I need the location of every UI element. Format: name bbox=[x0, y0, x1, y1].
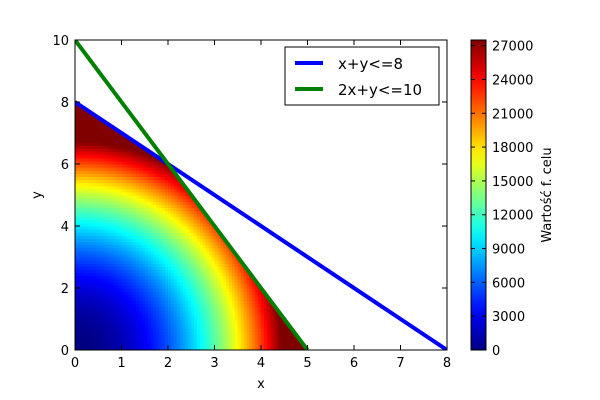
colorbar-gradient bbox=[470, 39, 487, 351]
feasible-region-heatmap bbox=[75, 102, 308, 350]
y-tick-label: 10 bbox=[52, 34, 69, 49]
legend-label-series-0: x+y<=8 bbox=[338, 55, 403, 73]
legend: x+y<=8 2x+y<=10 bbox=[284, 46, 440, 106]
colorbar-tick-label: 18000 bbox=[492, 141, 533, 156]
colorbar-label: Wartość f. celu bbox=[540, 147, 555, 242]
x-axis-label: x bbox=[257, 377, 265, 392]
y-tick-label: 2 bbox=[61, 282, 69, 297]
x-tick-label: 1 bbox=[117, 356, 125, 371]
legend-label-series-1: 2x+y<=10 bbox=[338, 81, 422, 99]
colorbar-tick-label: 21000 bbox=[492, 107, 533, 122]
x-tick-label: 7 bbox=[396, 356, 404, 371]
colorbar-tick-label: 12000 bbox=[492, 209, 533, 224]
x-tick-label: 4 bbox=[257, 356, 265, 371]
x-tick-label: 5 bbox=[303, 356, 311, 371]
x-tick-label: 3 bbox=[210, 356, 218, 371]
series-line-1 bbox=[75, 40, 310, 350]
x-tick-label: 8 bbox=[443, 356, 451, 371]
x-axis-ticks: 0 1 2 3 4 5 6 7 8 bbox=[71, 40, 451, 371]
series-line-0 bbox=[75, 100, 447, 350]
x-tick-label: 6 bbox=[350, 356, 358, 371]
colorbar-tick-label: 3000 bbox=[492, 310, 525, 325]
colorbar-tick-label: 9000 bbox=[492, 243, 525, 258]
colorbar-tick-label: 0 bbox=[492, 344, 500, 359]
colorbar: 0 3000 6000 9000 12000 15000 18000 21000 24000 27… bbox=[470, 39, 555, 359]
y-axis-label: y bbox=[30, 191, 45, 199]
x-tick-label: 2 bbox=[164, 356, 172, 371]
y-tick-label: 6 bbox=[61, 158, 69, 173]
y-tick-label: 4 bbox=[61, 220, 69, 235]
y-axis-ticks: 0 2 4 6 8 10 bbox=[52, 34, 447, 359]
x-tick-label: 0 bbox=[71, 356, 79, 371]
y-tick-label: 0 bbox=[61, 344, 69, 359]
colorbar-tick-label: 27000 bbox=[492, 40, 533, 55]
colorbar-tick-label: 15000 bbox=[492, 175, 533, 190]
colorbar-tick-label: 24000 bbox=[492, 73, 533, 88]
y-tick-label: 8 bbox=[61, 96, 69, 111]
legend-box bbox=[284, 46, 440, 106]
colorbar-tick-label: 6000 bbox=[492, 276, 525, 291]
